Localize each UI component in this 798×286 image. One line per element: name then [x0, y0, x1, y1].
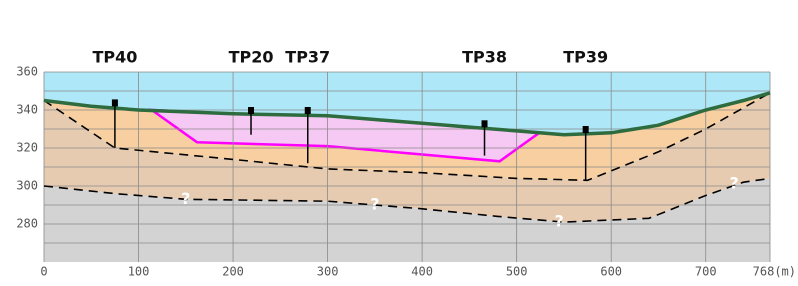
borehole-label: TP40 — [92, 48, 137, 67]
annotation: ? — [181, 189, 190, 208]
annotation: ? — [729, 174, 738, 193]
borehole-label: TP37 — [285, 48, 330, 67]
borehole-label: TP38 — [462, 48, 507, 67]
borehole-label: TP20 — [229, 48, 274, 67]
x-tick-label: 300 — [317, 265, 339, 279]
x-tick-label: 700 — [695, 265, 717, 279]
x-tick-label: 400 — [411, 265, 433, 279]
y-tick-label: 360 — [16, 65, 38, 79]
chart: TP40 TP20 TP37 TP38 TP39???? 280 300 320 340 360 0… — [0, 0, 798, 286]
x-tick-label: 100 — [128, 265, 150, 279]
annotation: ? — [370, 195, 379, 214]
borehole-head — [248, 107, 254, 114]
y-tick-label: 280 — [16, 217, 38, 231]
borehole-head — [112, 99, 118, 106]
borehole-label: TP39 — [563, 48, 608, 67]
borehole-head — [305, 107, 311, 114]
x-tick-label: 768(m) — [753, 265, 796, 279]
x-tick-label: 0 — [40, 265, 47, 279]
borehole-head — [482, 120, 488, 127]
y-tick-label: 300 — [16, 179, 38, 193]
annotation: ? — [555, 212, 564, 231]
y-tick-label: 320 — [16, 141, 38, 155]
x-tick-label: 600 — [600, 265, 622, 279]
x-tick-label: 200 — [222, 265, 244, 279]
x-tick-label: 500 — [506, 265, 528, 279]
y-tick-label: 340 — [16, 103, 38, 117]
borehole-head — [583, 126, 589, 133]
